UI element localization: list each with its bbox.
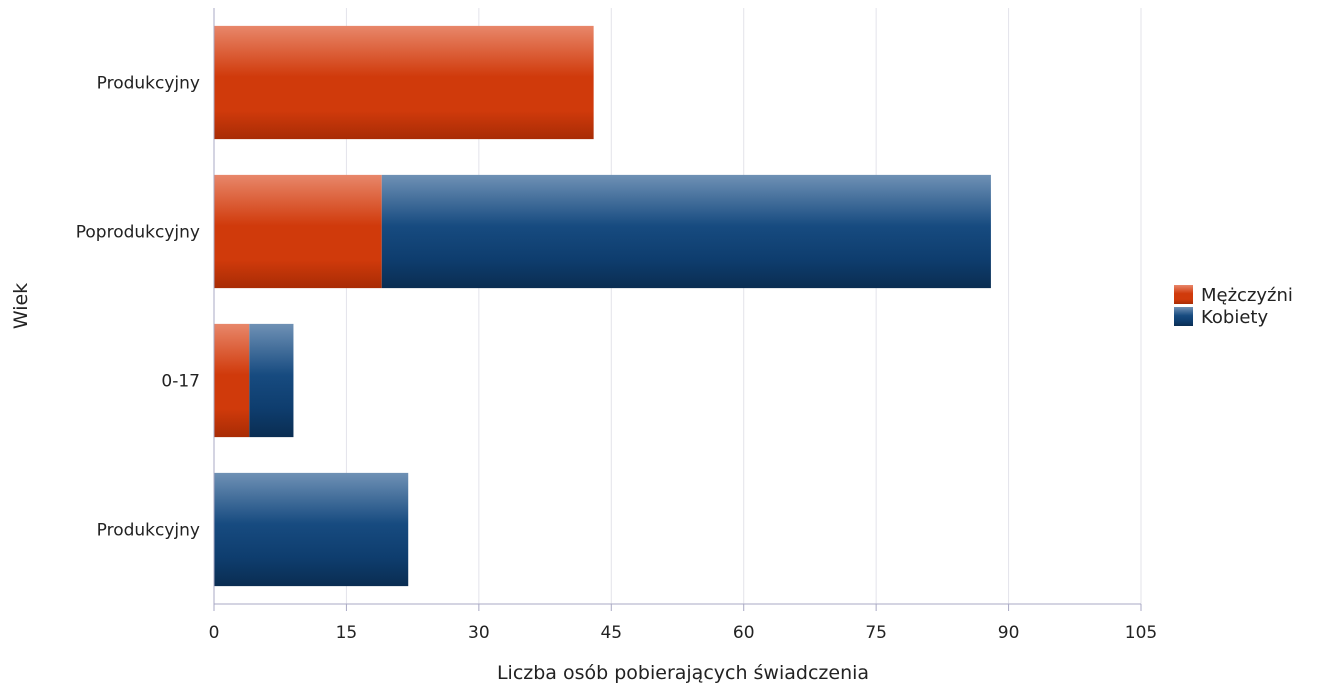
x-tick-label: 105 [1125,623,1157,643]
x-tick-label: 30 [468,623,490,643]
y-category-label: Produkcyjny [97,74,200,94]
bar-mezczyzni[interactable] [214,323,250,438]
legend-label[interactable]: Kobiety [1201,307,1268,328]
x-axis-title: Liczba osób pobierających świadczenia [497,662,869,684]
bar-kobiety[interactable] [381,174,991,289]
axes: 0 15 30 45 60 75 90 105 Produkcyjny Poprodukcyjny… [76,8,1157,643]
legend-swatch [1174,307,1193,326]
legend-label[interactable]: Mężczyźni [1201,285,1293,306]
y-category-label: 0-17 [161,372,200,392]
x-tick-label: 15 [336,623,358,643]
x-tick-label: 75 [865,623,887,643]
y-category-label: Produkcyjny [97,521,200,541]
bar-mezczyzni[interactable] [214,25,594,140]
x-tick-label: 90 [998,623,1020,643]
y-category-label: Poprodukcyjny [76,223,200,243]
y-axis-title: Wiek [10,283,32,329]
x-tick-label: 0 [209,623,220,643]
bar-kobiety[interactable] [249,323,294,438]
x-tick-label: 60 [733,623,755,643]
bars [214,25,991,587]
legend-swatch [1174,285,1193,304]
bar-mezczyzni[interactable] [214,174,382,289]
bar-kobiety[interactable] [214,472,409,587]
x-tick-label: 45 [600,623,622,643]
